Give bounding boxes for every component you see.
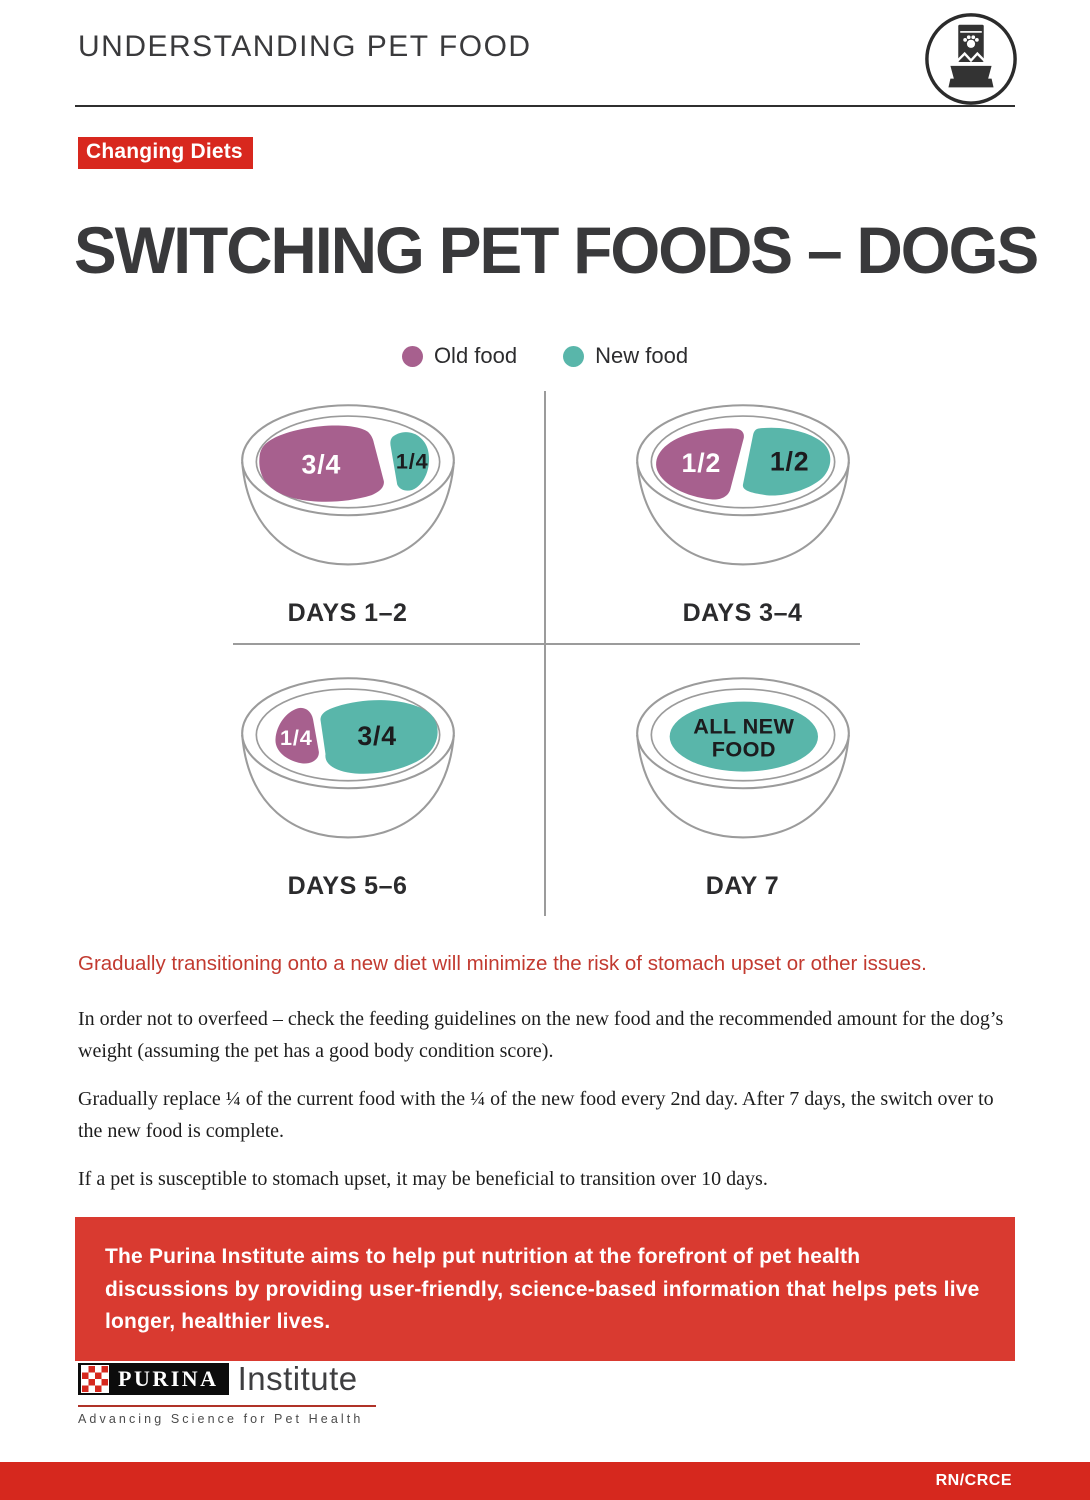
header-divider <box>75 105 1015 107</box>
bowl-caption: DAYS 5–6 <box>287 872 408 900</box>
purina-institute-callout: The Purina Institute aims to help put nu… <box>75 1217 1015 1361</box>
fraction-label: 1/4 <box>280 725 313 750</box>
bowl-days-3-4: 1/2 1/2 DAYS 3–4 <box>545 395 940 628</box>
legend: Old food New food <box>0 343 1090 369</box>
old-food-portion <box>655 428 744 500</box>
purina-brand-word: PURINA <box>118 1366 219 1391</box>
bowl-illustration: 1/2 1/2 <box>635 404 850 566</box>
new-food-portion <box>669 701 818 772</box>
purina-institute-logo: PURINA Institute Advancing Science for P… <box>78 1360 376 1426</box>
key-statement: Gradually transitioning onto a new diet … <box>78 952 927 975</box>
pet-food-bag-and-bowl-icon <box>925 13 1017 105</box>
new-food-portion <box>389 432 429 491</box>
bowl-caption: DAYS 3–4 <box>682 599 803 627</box>
logo-tagline: Advancing Science for Pet Health <box>78 1412 364 1426</box>
old-food-dot-icon <box>401 345 423 367</box>
transition-schedule-diagram: 3/4 1/4 DAYS 1–2 1/2 1/2 DAYS 3–4 <box>150 385 940 945</box>
institute-word: Institute <box>237 1360 358 1397</box>
purina-checkerboard-icon <box>81 1365 109 1393</box>
horizontal-divider <box>233 643 860 645</box>
page-title: UNDERSTANDING PET FOOD <box>78 30 532 63</box>
new-food-portion <box>320 700 438 774</box>
section-badge: Changing Diets <box>78 137 253 169</box>
bowl-illustration: 1/4 3/4 <box>240 677 455 839</box>
main-heading: SWITCHING PET FOODS – DOGS <box>74 213 1039 287</box>
bowl-caption: DAY 7 <box>705 872 780 900</box>
legend-item-old-food: Old food <box>401 343 518 369</box>
vertical-divider <box>544 391 546 916</box>
legend-item-new-food: New food <box>563 343 688 369</box>
bowl-days-1-2: 3/4 1/4 DAYS 1–2 <box>150 395 545 628</box>
new-food-portion <box>742 427 830 496</box>
paragraph-overfeed: In order not to overfeed – check the fee… <box>78 1008 1004 1063</box>
bowl-day-7: ALL NEW FOOD DAY 7 <box>545 668 940 901</box>
fraction-label: 1/2 <box>681 448 721 478</box>
fraction-label: 1/2 <box>769 446 809 476</box>
legend-label: New food <box>595 343 689 368</box>
old-food-portion <box>274 707 319 764</box>
body-copy: In order not to overfeed – check the fee… <box>78 1003 1013 1210</box>
old-food-portion <box>258 425 384 502</box>
bowl-caption: DAYS 1–2 <box>287 599 408 627</box>
new-food-dot-icon <box>563 345 585 367</box>
bowl-illustration: ALL NEW FOOD <box>635 677 850 839</box>
paragraph-sensitive-pets: If a pet is susceptible to stomach upset… <box>78 1167 768 1190</box>
bowl-illustration: 3/4 1/4 <box>240 404 455 566</box>
fraction-label: 1/4 <box>395 449 428 474</box>
paragraph-replace-quarter: Gradually replace ¼ of the current food … <box>78 1087 994 1143</box>
footer-bar: RN/CRCE <box>0 1462 1090 1500</box>
fraction-label: 3/4 <box>357 721 397 751</box>
legend-label: Old food <box>433 343 518 368</box>
all-new-food-label-line2: FOOD <box>711 737 775 762</box>
fraction-label: 3/4 <box>301 450 341 480</box>
all-new-food-label-line1: ALL NEW <box>693 713 794 738</box>
bowl-days-5-6: 1/4 3/4 DAYS 5–6 <box>150 668 545 901</box>
footer-code: RN/CRCE <box>935 1472 1012 1489</box>
logo-underline <box>78 1405 376 1407</box>
purina-logo-box: PURINA <box>78 1363 229 1395</box>
